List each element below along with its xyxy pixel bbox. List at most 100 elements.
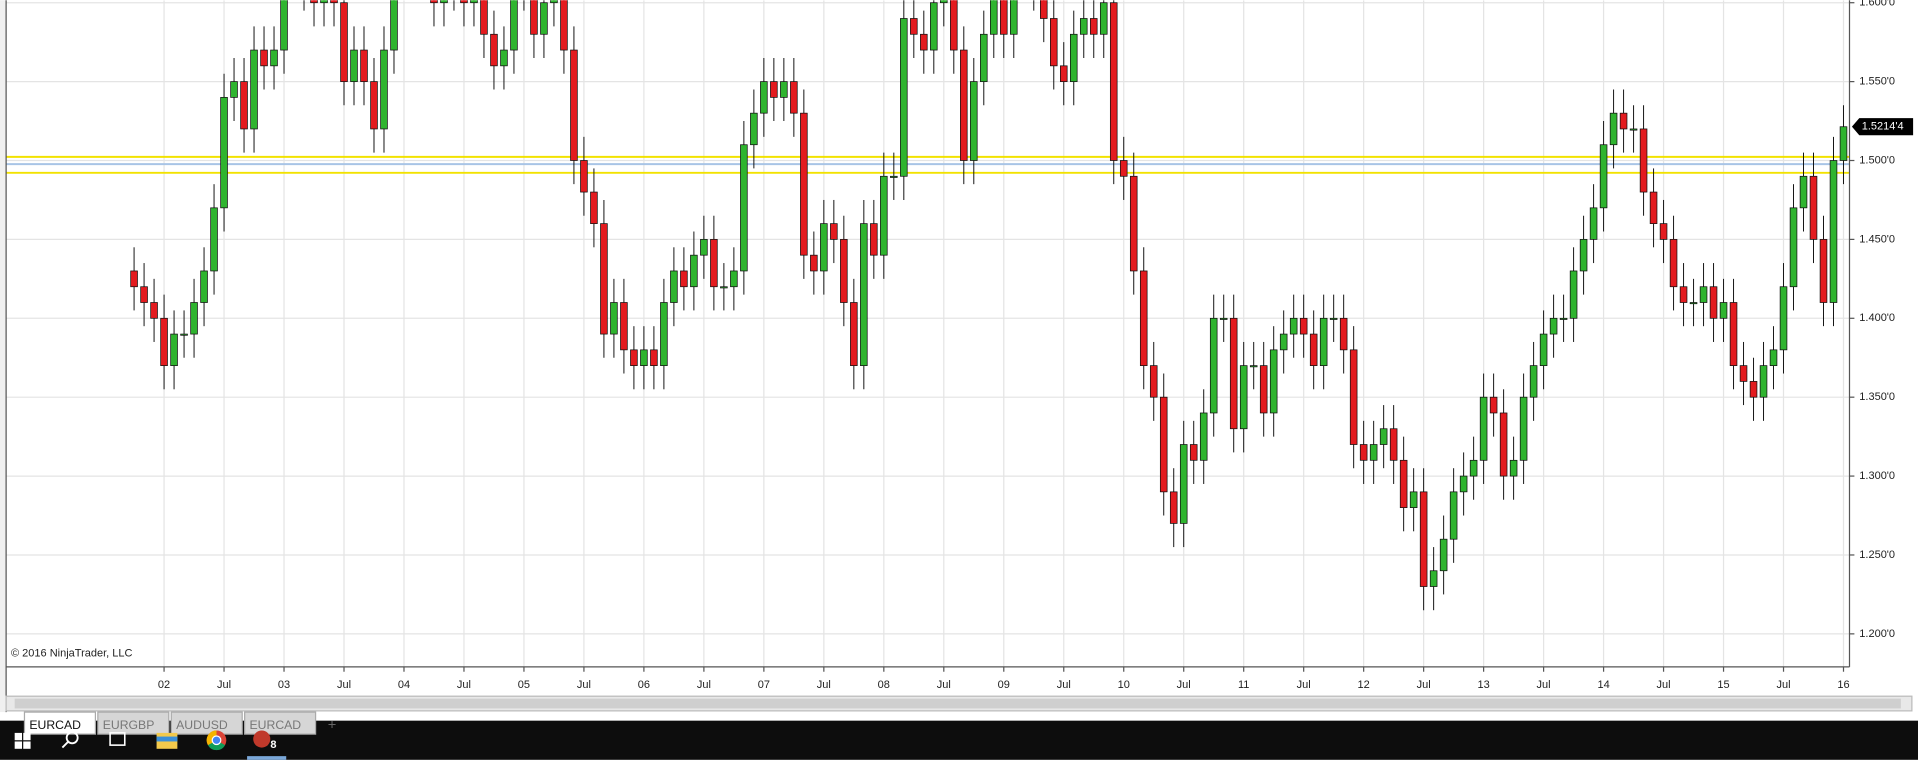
- candle-body: [1399, 459, 1408, 509]
- y-tick-label: 1.400'0: [1859, 312, 1895, 324]
- candle-body: [1040, 0, 1048, 19]
- candle-body: [140, 286, 148, 303]
- candle-body: [250, 49, 258, 130]
- y-tick-label: 1.550'0: [1859, 76, 1895, 88]
- tab-label[interactable]: EURGBP: [103, 718, 155, 732]
- candle-body: [980, 33, 988, 82]
- scrollbar-thumb[interactable]: [14, 698, 1901, 709]
- add-tab[interactable]: +: [328, 717, 337, 733]
- x-tick-label: Jul: [1657, 679, 1671, 691]
- x-tick-label: Jul: [217, 679, 231, 691]
- search-icon[interactable]: [61, 731, 79, 749]
- candle-body: [1339, 317, 1348, 351]
- candle-body: [940, 0, 948, 4]
- candle-body: [280, 0, 288, 51]
- candle-body: [430, 0, 438, 4]
- x-tick-label: Jul: [1177, 679, 1191, 691]
- candles: [130, 0, 1848, 611]
- candle-body: [640, 349, 648, 366]
- tab[interactable]: [170, 711, 243, 735]
- last-price-label: 1.5214'4: [1862, 121, 1904, 133]
- x-tick-label: 07: [758, 679, 770, 691]
- candle-body: [920, 33, 928, 51]
- candle-body: [570, 49, 578, 161]
- x-tick-label: 11: [1238, 679, 1249, 691]
- candle-body: [1499, 412, 1508, 477]
- candle-body: [1609, 112, 1618, 146]
- candle-body: [840, 239, 848, 303]
- candle-body: [370, 81, 378, 130]
- x-tick-label: 05: [518, 679, 530, 691]
- candle-body: [650, 349, 658, 366]
- candle-body: [1369, 444, 1378, 461]
- start-button[interactable]: [14, 732, 31, 749]
- candle-body: [1059, 65, 1068, 82]
- y-tick-label: 1.500'0: [1859, 154, 1895, 166]
- candle-body: [1119, 160, 1128, 177]
- candle-body: [1229, 317, 1238, 430]
- candle-body: [1729, 302, 1738, 366]
- candle-body: [1829, 160, 1838, 303]
- candle-body: [530, 0, 538, 35]
- candle-body: [1659, 223, 1668, 240]
- candle-body: [230, 81, 238, 98]
- candle-body: [950, 0, 958, 51]
- candle-body: [1539, 333, 1548, 366]
- candle-body: [1219, 317, 1228, 320]
- candle-body: [970, 81, 978, 161]
- chrome-icon[interactable]: [206, 730, 227, 751]
- explorer-icon[interactable]: [156, 732, 178, 749]
- candle-body: [790, 81, 798, 114]
- candle-body: [460, 0, 468, 4]
- candle-body: [560, 0, 568, 51]
- x-tick-label: Jul: [937, 679, 951, 691]
- tab-label[interactable]: EURCAD: [29, 718, 81, 732]
- taskbar: [0, 720, 1918, 760]
- candle-body: [220, 97, 228, 209]
- candle-body: [1439, 538, 1448, 572]
- tab-label[interactable]: AUDUSD: [176, 718, 228, 732]
- x-tick-label: 16: [1837, 679, 1849, 691]
- x-tick-label: 08: [878, 679, 890, 691]
- candle-body: [1809, 175, 1818, 240]
- candle-body: [670, 270, 678, 303]
- candle-body: [910, 18, 918, 35]
- candle-body: [1249, 365, 1258, 368]
- x-tick-label: Jul: [1417, 679, 1431, 691]
- axes: 1.200'0 1.250'0 1.300'0 1.350'0 1.400'0 1.450…: [158, 0, 1914, 691]
- x-tick-label: Jul: [1537, 679, 1551, 691]
- ninjatrader-icon[interactable]: [247, 730, 287, 760]
- candle-body: [860, 223, 868, 366]
- task-view-icon[interactable]: [109, 732, 126, 746]
- candle-body: [1149, 365, 1158, 398]
- candle-body: [930, 2, 938, 51]
- candle-body: [1239, 365, 1248, 430]
- x-tick-label: 09: [998, 679, 1010, 691]
- candle-body: [1799, 175, 1808, 209]
- candle-body: [1050, 18, 1058, 67]
- candle-body: [1209, 317, 1218, 414]
- candle-body: [1069, 33, 1078, 82]
- candle-body: [1789, 207, 1798, 288]
- candle-body: [1459, 475, 1468, 493]
- candle-body: [1739, 365, 1748, 382]
- tab[interactable]: [244, 711, 317, 735]
- x-tick-label: 12: [1358, 679, 1370, 691]
- candle-body: [160, 317, 168, 366]
- x-tick-label: Jul: [337, 679, 351, 691]
- candle-body: [630, 349, 638, 366]
- tab[interactable]: [97, 711, 170, 735]
- candle-body: [1679, 286, 1688, 303]
- candle-body: [730, 270, 738, 288]
- candle-body: [800, 112, 808, 256]
- candle-body: [1099, 2, 1108, 35]
- tab[interactable]: [23, 711, 97, 735]
- candle-body: [660, 302, 668, 366]
- tab-label[interactable]: EURCAD: [250, 718, 302, 732]
- candle-body: [1769, 349, 1778, 366]
- candle-body: [130, 270, 138, 288]
- x-tick-label: 04: [398, 679, 410, 691]
- candle-body: [820, 223, 828, 272]
